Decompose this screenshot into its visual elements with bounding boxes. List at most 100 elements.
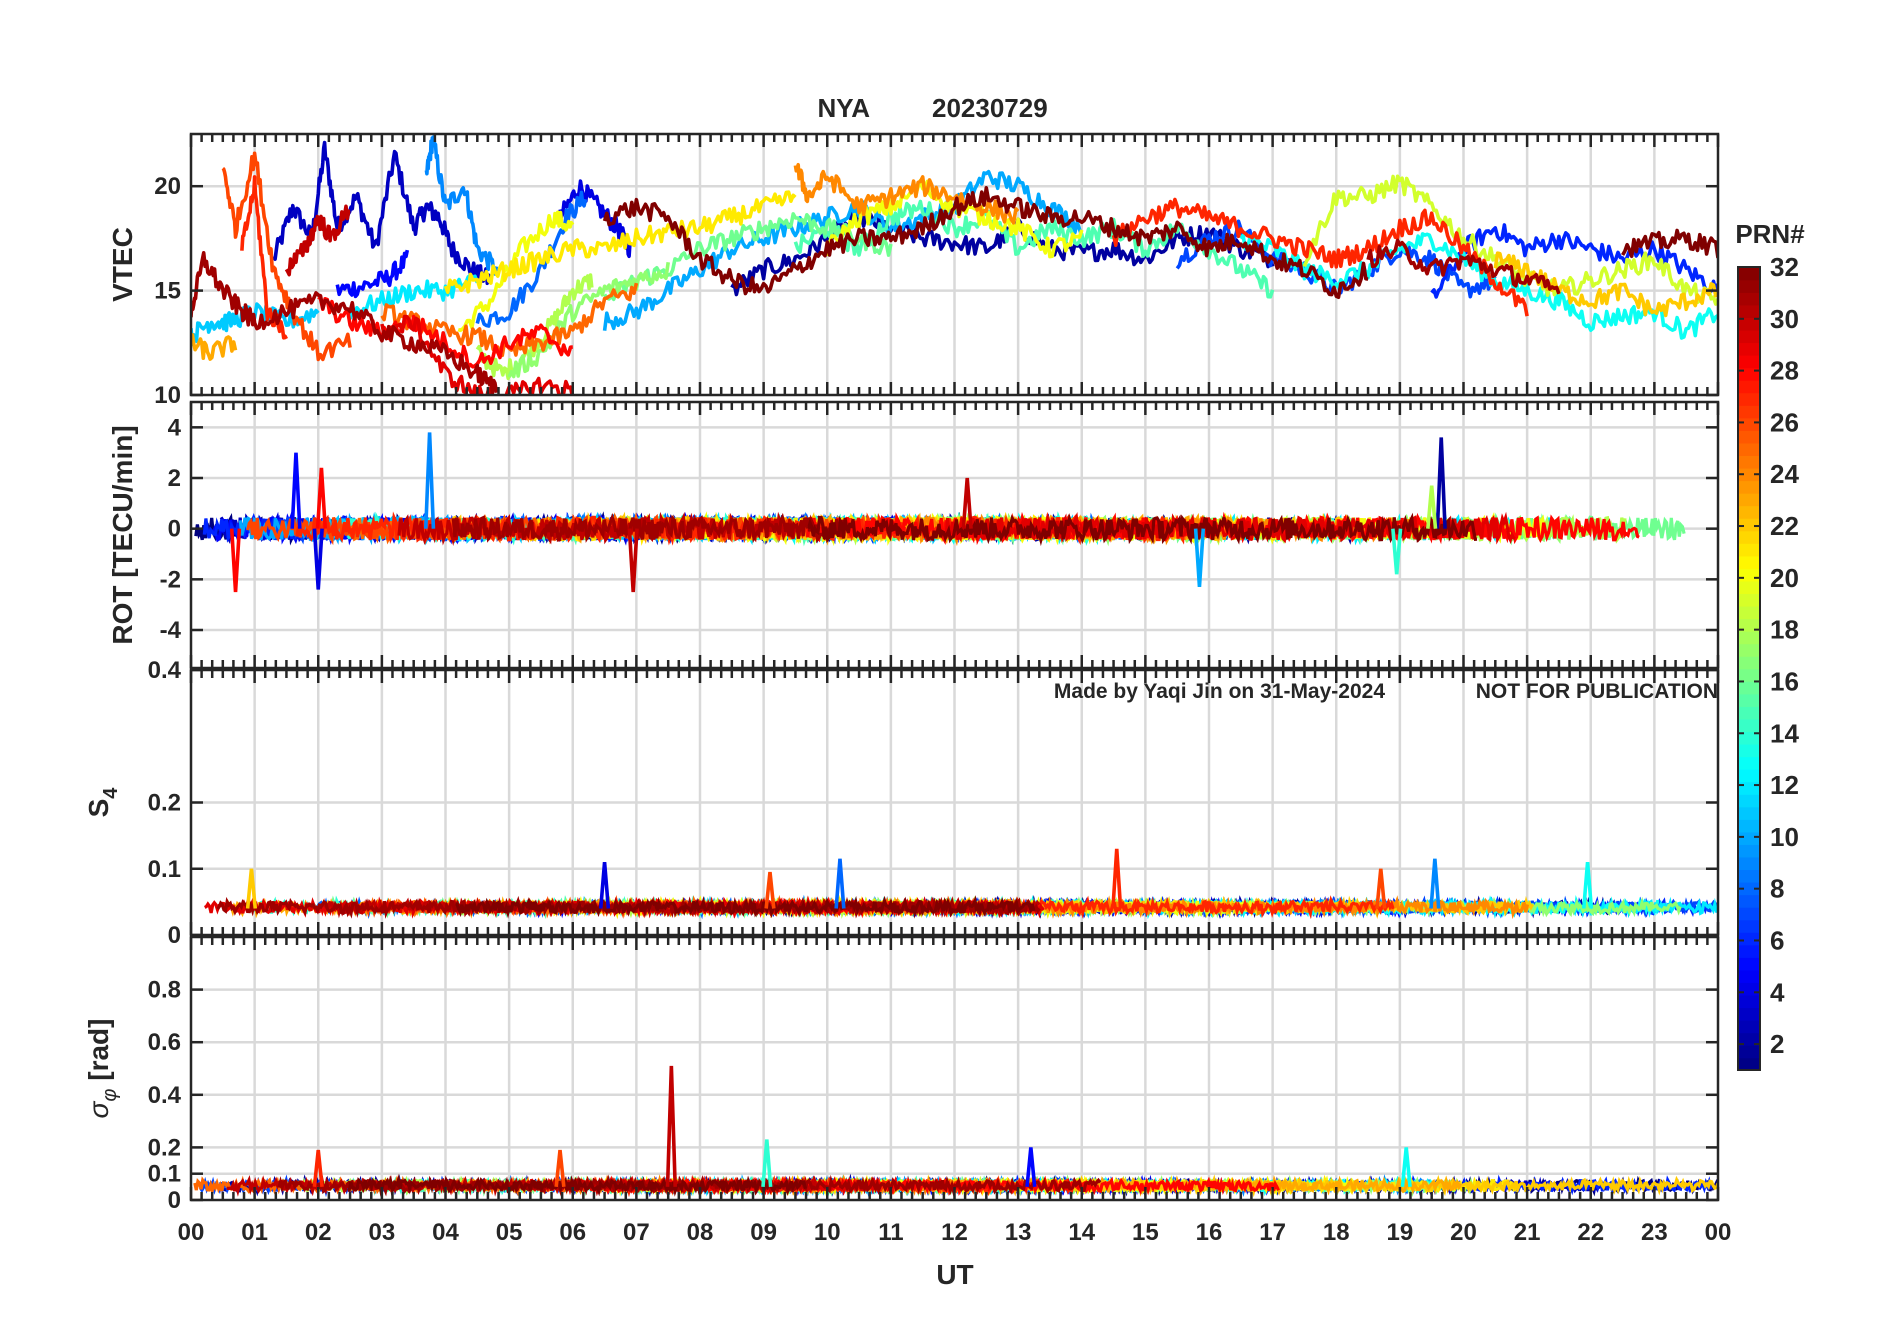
rot-spike-0 [423,432,436,529]
colorbar-tick-label: 6 [1770,925,1784,955]
vtec-series-prn-17-16 [507,261,670,379]
rot-series-prn-31 [451,512,846,544]
ylabel-rot: ROT [TECU/min] [107,425,138,644]
s4-spike-7 [764,871,776,909]
vtec-series-prn-31-33 [1366,238,1561,295]
colorbar-segment [1738,480,1760,494]
colorbar-segment [1738,517,1760,532]
colorbar-segment [1738,342,1760,356]
colorbar-segment [1738,1019,1760,1034]
xtick-label: 01 [241,1219,268,1246]
ytick-label-s4: 0 [168,922,181,949]
vtec-series-prn-22-20 [1493,251,1718,318]
colorbar-segment [1738,756,1760,770]
colorbar-segment [1738,555,1760,569]
grid-sigma_phi [191,937,1718,1200]
s4-spike-5 [245,868,258,909]
watermark-author: Made by Yaqi Jin on 31-May-2024 [1054,680,1385,703]
colorbar-segment [1738,919,1760,933]
grid-vtec [191,134,1718,395]
vtec-series-prn-32-32 [1621,228,1718,259]
vtec-series-prn-20-5 [457,210,575,333]
axes-rot: -4 -2 0 2 4 [160,400,1720,670]
vtec-series-prn-10-10 [602,169,1084,331]
colorbar-tick-label: 18 [1770,615,1799,645]
xtick-label: 06 [559,1219,586,1246]
ytick-label-rot: 4 [168,414,182,441]
sigma_phi-series-prn-32 [347,1173,808,1197]
rot-spike-9 [1391,528,1403,575]
colorbar-segment [1738,392,1760,406]
ytick-label-vtec: 20 [154,173,181,200]
colorbar-segment [1738,931,1760,946]
panel-rot: -4 -2 0 2 4 ROT [TECU/min] [107,400,1720,670]
colorbar-tick-label: 2 [1770,1029,1784,1059]
vtec-series-prn-23-21 [191,333,238,361]
colorbar-segment [1738,793,1760,808]
xtick-label: 05 [496,1219,523,1246]
xtick-label: 16 [1196,1219,1223,1246]
s4-spike-3 [598,861,611,909]
colorbar-segment [1738,1044,1760,1059]
s4-series-prn-32 [455,895,1036,919]
sigma_phi-spike-3 [312,1149,324,1188]
colorbar-tick-label: 4 [1770,977,1785,1007]
colorbar-segment [1738,405,1760,419]
colorbar-segment [1738,668,1760,682]
xtick-label: 00 [1705,1219,1732,1246]
colorbar-segment [1738,467,1760,482]
xtick-label: 18 [1323,1219,1350,1246]
vtec-series-prn-32-31 [602,186,1369,299]
ylabel-s4: S4 [83,787,122,818]
colorbar-segment [1738,267,1760,281]
x-axis-label: UT [936,1259,973,1290]
rot-spike-5 [627,528,639,593]
colorbar-segment [1738,718,1760,733]
vtec-series-prn-5-1 [335,249,410,299]
vtec-series-prn-21-19 [443,190,797,294]
colorbar-segment [1738,430,1760,444]
vtec-series-prn-26-24 [221,151,352,362]
colorbar-segment [1738,492,1760,507]
colorbar-tick-label: 24 [1770,459,1799,489]
colorbar-segment [1738,681,1760,695]
s4-series-prn-27 [969,895,1395,920]
xtick-label: 21 [1514,1219,1541,1246]
ytick-label-vtec: 15 [154,278,181,305]
colorbar-segment [1738,643,1760,657]
colorbar-segment [1738,982,1760,996]
colorbar-frame [1737,266,1761,1071]
colorbar-tick-label: 26 [1770,407,1799,437]
colorbar-tick-label: 8 [1770,874,1784,904]
ylabel-sigma_phi: σφ [rad] [83,1019,121,1119]
colorbar-segment [1738,906,1760,921]
colorbar-segment [1738,869,1760,883]
sigma_phi-spike-0 [665,1065,677,1187]
colorbar-tick-label: 12 [1770,770,1799,800]
ytick-label-sigma_phi: 0.1 [148,1161,181,1188]
ytick-label-rot: 2 [168,465,181,492]
colorbar-segment [1738,806,1760,820]
xtick-label: 14 [1068,1219,1095,1246]
data-vtec [191,135,1718,395]
ytick-label-rot: -2 [160,566,181,593]
xtick-label: 08 [687,1219,714,1246]
sigma_phi-spike-1 [761,1139,773,1187]
rot-spike-6 [1435,437,1447,529]
panel-vtec: 10 15 20 VTEC [107,132,1720,409]
colorbar-segment [1738,693,1760,707]
colorbar-segment [1738,580,1760,595]
colorbar-tick-label: 14 [1770,718,1799,748]
title-station: NYA [817,93,870,123]
colorbar-segment [1738,706,1760,720]
ytick-label-rot: -4 [160,617,182,644]
colorbar-segment [1738,568,1760,582]
ytick-label-vtec: 10 [154,382,181,409]
vtec-series-prn-31-30 [191,251,499,395]
colorbar-segment [1738,743,1760,758]
vtec-series-prn-28-27 [317,295,573,369]
colorbar-segment [1738,994,1760,1009]
ytick-label-sigma_phi: 0.4 [148,1082,182,1109]
colorbar-segment [1738,530,1760,544]
data-rot [194,432,1686,593]
